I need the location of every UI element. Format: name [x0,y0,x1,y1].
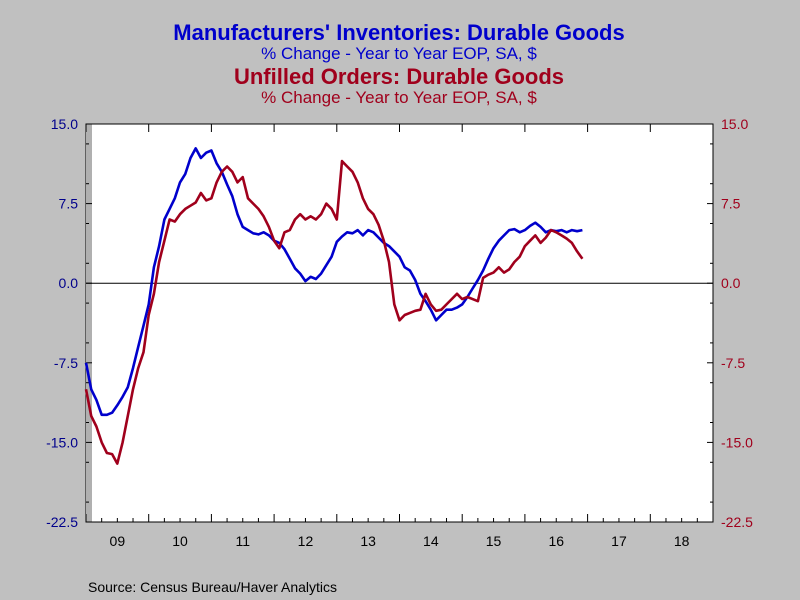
x-tick-label: 15 [486,533,502,549]
plot-area [85,123,714,523]
x-tick-label: 11 [235,533,250,549]
right-y-tick-label: -7.5 [721,355,745,371]
recession-shade [86,124,92,522]
series1-subtitle: % Change - Year to Year EOP, SA, $ [261,44,537,63]
left-y-tick-label: 15.0 [51,116,78,132]
right-y-tick-label: -15.0 [721,434,753,450]
right-y-tick-label: -22.5 [721,514,753,530]
unfilled-orders-line [84,159,584,465]
axes: 15.0 15.0 7.5 7.5 0.0 0.0 -7.5 -7.5 -15.0 -15.0 -2… [46,116,753,549]
x-tick-label: 09 [110,533,126,549]
left-y-tick-label: 7.5 [59,196,79,212]
right-y-tick-label: 0.0 [721,275,741,291]
series2-title: Unfilled Orders: Durable Goods [234,64,564,89]
source-note: Source: Census Bureau/Haver Analytics [88,579,337,595]
x-tick-label: 14 [423,533,439,549]
right-y-tick-label: 15.0 [721,116,748,132]
left-y-tick-label: -15.0 [46,434,78,450]
x-tick-label: 12 [298,533,314,549]
series2-subtitle: % Change - Year to Year EOP, SA, $ [261,88,537,107]
right-y-tick-label: 7.5 [721,196,741,212]
series1-title: Manufacturers' Inventories: Durable Good… [173,20,624,45]
x-tick-label: 18 [674,533,690,549]
x-tick-label: 13 [360,533,376,549]
left-y-tick-label: -7.5 [54,355,78,371]
left-y-tick-label: -22.5 [46,514,78,530]
x-tick-label: 16 [548,533,564,549]
left-y-tick-label: 0.0 [59,275,79,291]
inventories-line [84,147,583,417]
series-layer [84,147,584,465]
x-tick-label: 17 [611,533,627,549]
x-tick-label: 10 [172,533,188,549]
